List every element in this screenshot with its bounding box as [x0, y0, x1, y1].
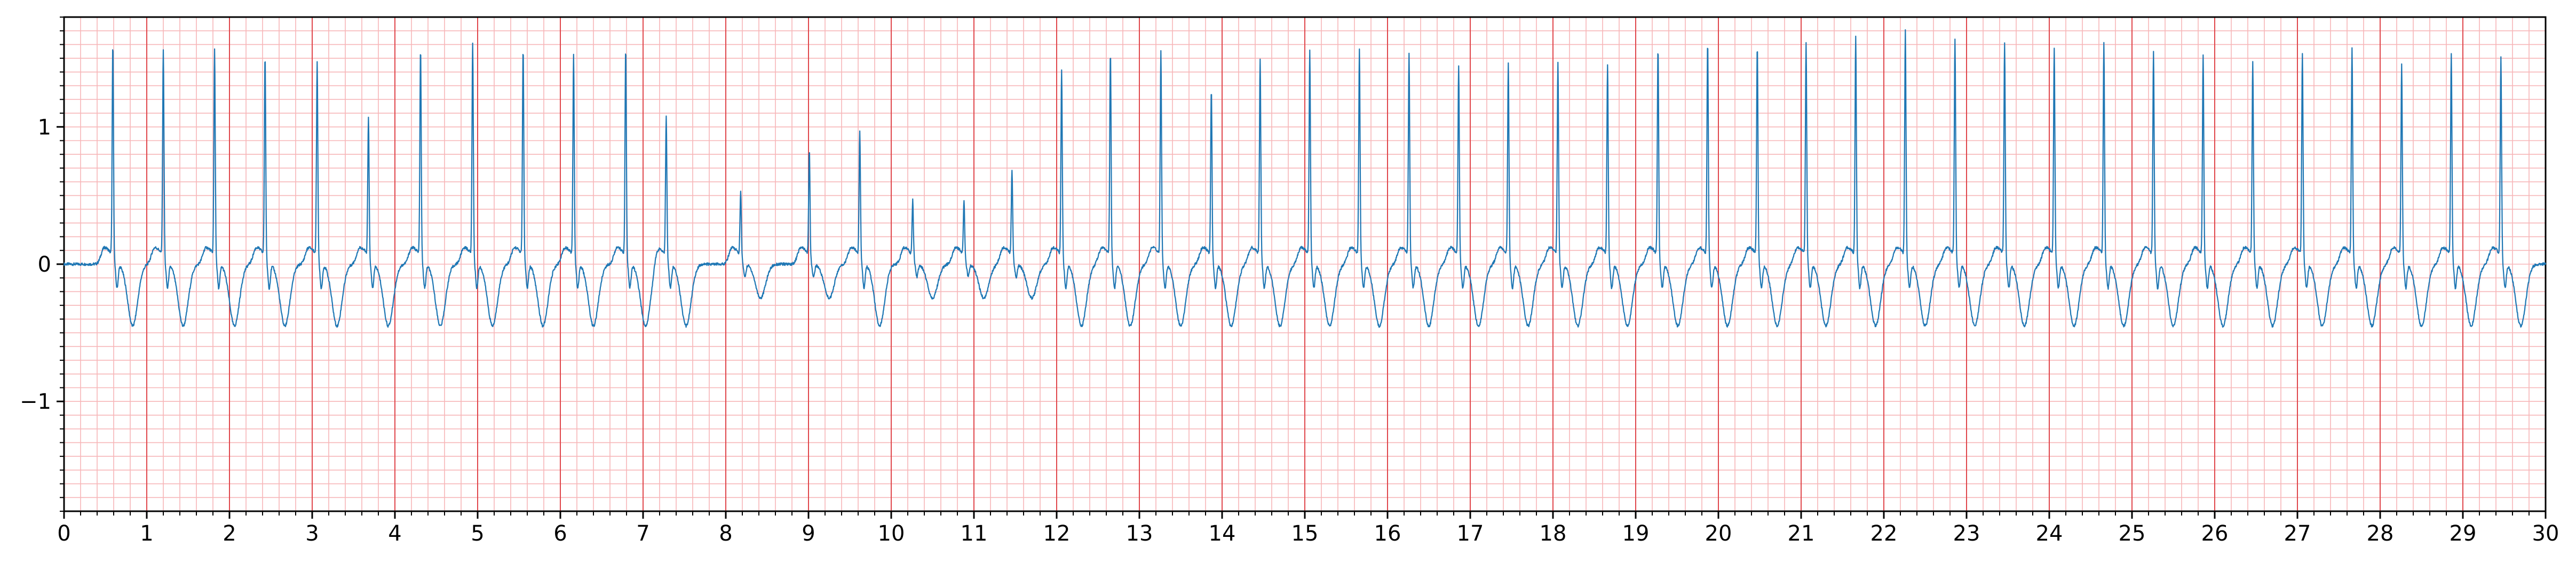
y-tick-label: 1 [38, 115, 51, 140]
x-tick-label: 0 [57, 521, 70, 546]
x-tick-label: 27 [2284, 521, 2311, 546]
x-tick-label: 18 [1540, 521, 1567, 546]
x-tick-label: 3 [305, 521, 319, 546]
x-tick-label: 19 [1622, 521, 1650, 546]
axis-tick-labels: 0 1 2 3 4 5 6 7 8 9 10 11 12 13 14 15 16 17 18 19 20 21 22 23 24… [20, 115, 2559, 546]
x-tick-label: 26 [2201, 521, 2229, 546]
axis-ticks [57, 17, 2547, 519]
ecg-series-line [63, 29, 2547, 328]
x-tick-label: 16 [1374, 521, 1401, 546]
x-tick-label: 8 [719, 521, 732, 546]
x-tick-label: 28 [2367, 521, 2394, 546]
y-tick-label: −1 [20, 390, 51, 414]
x-tick-label: 21 [1788, 521, 1815, 546]
x-tick-label: 25 [2119, 521, 2146, 546]
y-tick-label: 0 [38, 252, 51, 277]
x-tick-label: 14 [1209, 521, 1236, 546]
x-tick-label: 15 [1291, 521, 1319, 546]
x-tick-label: 13 [1126, 521, 1153, 546]
x-tick-label: 22 [1870, 521, 1898, 546]
x-tick-label: 10 [878, 521, 905, 546]
x-tick-label: 5 [471, 521, 484, 546]
x-tick-label: 4 [388, 521, 401, 546]
x-tick-label: 6 [553, 521, 567, 546]
x-tick-label: 20 [1705, 521, 1732, 546]
x-tick-label: 12 [1043, 521, 1071, 546]
x-tick-label: 7 [636, 521, 649, 546]
x-tick-label: 2 [223, 521, 236, 546]
x-tick-label: 11 [961, 521, 988, 546]
x-tick-label: 1 [140, 521, 153, 546]
major-grid [64, 17, 2546, 511]
x-tick-label: 29 [2450, 521, 2477, 546]
x-tick-label: 30 [2532, 521, 2559, 546]
x-tick-label: 9 [802, 521, 815, 546]
x-tick-label: 24 [2036, 521, 2063, 546]
x-tick-label: 17 [1457, 521, 1484, 546]
x-tick-label: 23 [1953, 521, 1980, 546]
